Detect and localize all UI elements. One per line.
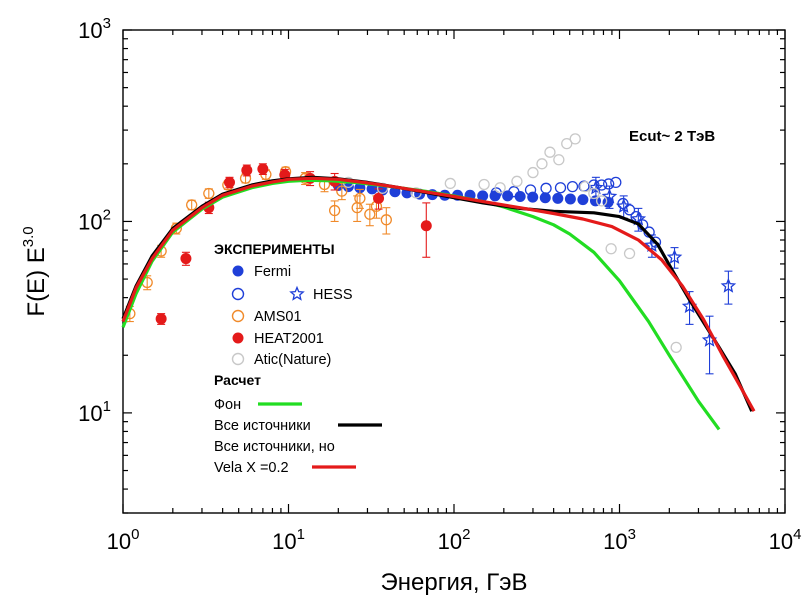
data-point [351,202,363,214]
data-point [623,247,636,260]
legend-hess-label: HESS [313,287,353,303]
y-tick-label: 103 [78,15,111,43]
data-point [540,182,552,194]
data-point [489,190,501,202]
model-curve [121,176,756,412]
data-point [564,193,576,205]
data-point [601,188,618,204]
legend-bg-label: Фон [214,397,241,413]
plot-area: 100 101 102 103 104 101 102 103 Энергия, ГэВ F(E)… [20,15,801,596]
data-point [336,185,348,197]
legend-fermi-marker [232,265,244,277]
data-point [595,195,608,207]
data-point [203,187,215,200]
x-tick-label: 100 [107,526,140,554]
data-point [603,178,615,190]
data-point [552,192,564,204]
data-point [364,208,376,220]
data-point [527,166,539,179]
model-curve [121,178,721,431]
data-point [527,191,539,203]
data-point [257,163,269,175]
y-axis-title: F(E) E3.0 [20,226,50,316]
data-point [553,154,565,166]
legend-hess-marker [289,285,305,301]
legend-atic-marker [231,352,245,366]
data-point [508,186,520,198]
data-point [514,190,526,202]
x-tick-label: 104 [769,526,802,554]
legend-experiments-title: ЭКСПЕРИМЕНТЫ [214,241,335,257]
data-point [554,182,567,194]
data-point [588,187,600,200]
data-point [670,341,682,353]
x-tick-label: 103 [603,526,636,554]
data-point [223,176,235,188]
data-point [544,146,556,158]
legend-fermi-open-marker [231,287,245,301]
data-point [186,199,198,211]
data-point [380,214,392,226]
data-point [420,220,432,232]
data-point [444,177,456,190]
data-point [373,192,385,204]
legend-heat-label: HEAT2001 [254,331,324,347]
data-point [561,137,573,150]
data-point [539,192,551,204]
data-point [524,184,537,196]
data-point [569,133,581,145]
data-point [566,180,579,193]
legend-vela-label-2: Vela X =0.2 [214,460,289,476]
legend-calc-title: Расчет [214,372,261,388]
data-point [615,198,632,213]
data-point [610,176,622,189]
legend: ЭКСПЕРИМЕНТЫ Fermi HESS AMS01 HEAT2001 A… [214,241,382,476]
data-point [720,277,737,293]
data-point [605,243,617,255]
x-tick-label: 102 [438,526,471,554]
y-tick-label: 101 [78,398,111,426]
data-point [155,313,167,325]
x-tick-label: 101 [272,526,305,554]
x-axis-title: Энергия, ГэВ [381,569,528,596]
legend-ams-marker [231,309,245,323]
data-point [354,182,366,194]
data-point [494,182,506,194]
data-point [478,178,490,191]
data-point [328,204,341,217]
data-point [241,164,253,176]
legend-atic-label: Atic(Nature) [254,352,331,368]
y-tick-label: 102 [78,206,111,234]
data-point [577,194,589,206]
data-point [502,190,514,202]
legend-all-label: Все источники [214,418,311,434]
legend-vela-label-1: Все источники, но [214,439,335,455]
data-point [180,253,192,265]
data-point [666,249,683,264]
legend-fermi-label: Fermi [254,264,291,280]
series-atic-nature- [342,133,682,353]
data-point [536,158,548,170]
data-point [477,190,489,202]
data-point [595,179,608,191]
data-point [630,210,647,226]
legend-ams-label: AMS01 [254,309,302,325]
data-point [588,179,604,195]
data-point [579,180,591,193]
annotation-ecut: Ecut~ 2 ТэВ [629,128,715,145]
data-point [511,175,523,187]
legend-heat-marker [232,332,244,344]
